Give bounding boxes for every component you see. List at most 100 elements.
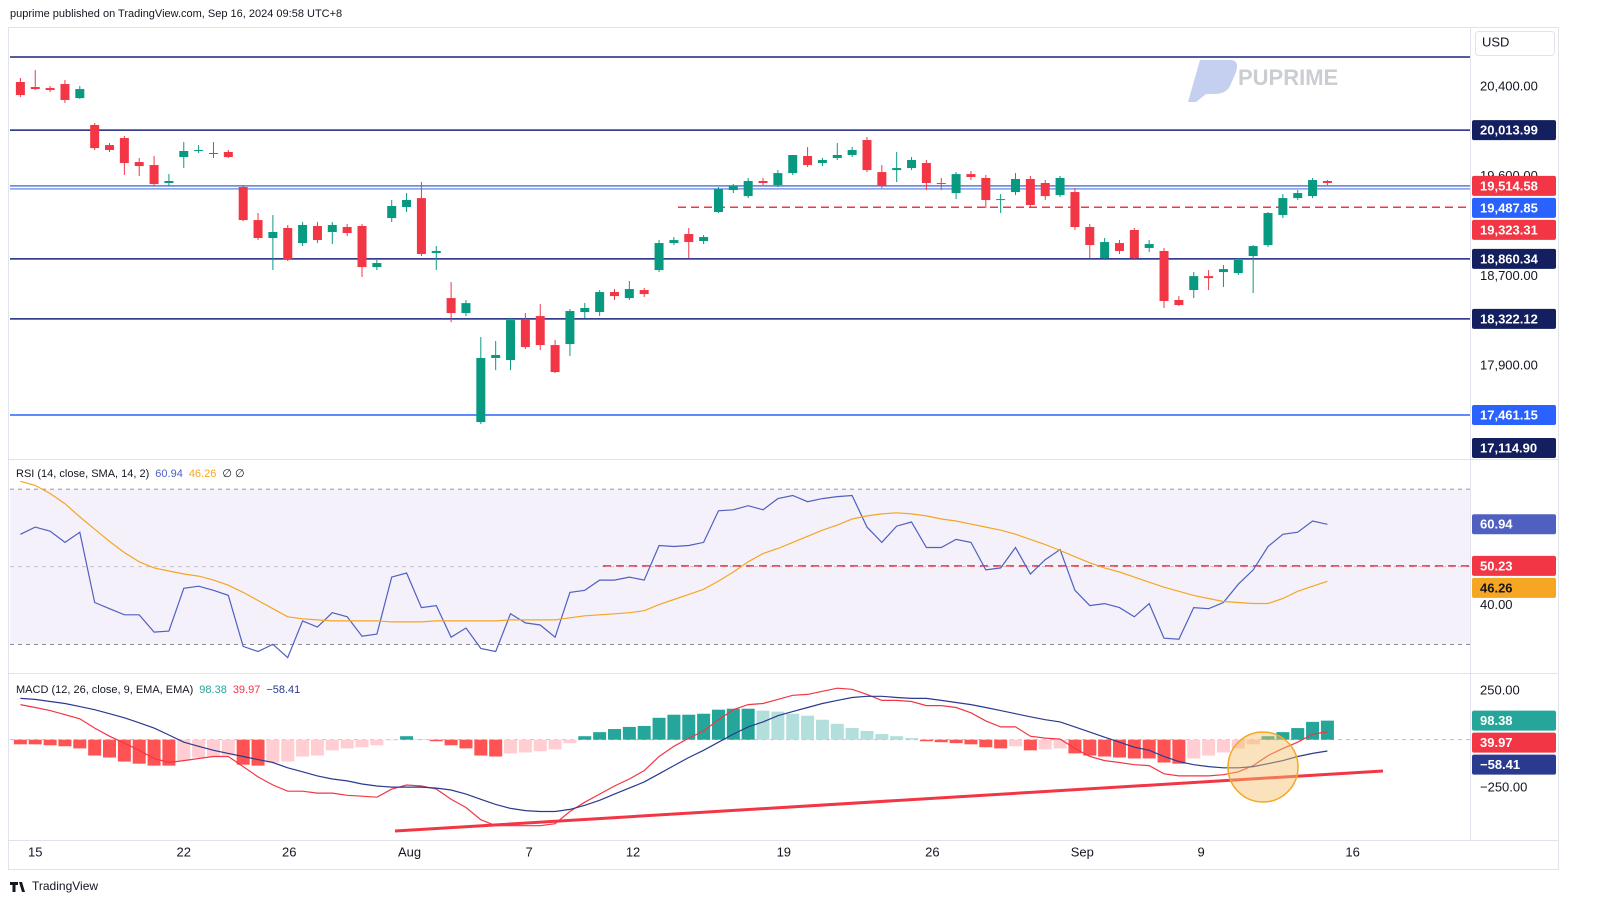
x-tick-label: 22 <box>177 844 191 859</box>
histogram-bar <box>147 739 161 766</box>
price-label: −58.41 <box>1480 757 1520 772</box>
legend-text: 39.97 <box>233 684 261 696</box>
histogram-bar <box>593 732 607 740</box>
histogram-bar <box>934 739 948 743</box>
histogram-bar <box>533 739 547 752</box>
histogram-bar <box>1291 728 1305 740</box>
candle-body <box>372 263 382 268</box>
price-labels: 20,013.99 19,514.58 19,487.85 19,323.31 18,8… <box>1472 120 1556 775</box>
candle-body <box>654 243 664 271</box>
candle-body <box>966 174 976 177</box>
candle-body <box>1218 269 1228 273</box>
candle-body <box>1278 198 1288 216</box>
candle-body <box>476 358 486 423</box>
candle-body <box>342 226 352 234</box>
histogram-bar <box>1142 739 1156 759</box>
y-tick-label: 20,400.00 <box>1480 78 1538 93</box>
x-tick-label: 15 <box>28 844 42 859</box>
candle-body <box>312 225 322 241</box>
legend-text: 60.94 <box>155 468 183 480</box>
candle-body <box>520 319 530 348</box>
histogram-bar <box>28 739 42 745</box>
candle-body <box>402 199 412 208</box>
candle-body <box>1011 178 1021 193</box>
histogram-bar <box>890 736 904 740</box>
price-label: 18,322.12 <box>1480 311 1538 326</box>
candle-body <box>1308 180 1318 197</box>
histogram-bar <box>741 708 755 740</box>
currency: USD <box>1482 34 1509 49</box>
price-label: 19,514.58 <box>1480 178 1538 193</box>
histogram-bar <box>325 739 339 751</box>
histogram-bar <box>251 739 265 766</box>
x-tick-label: 16 <box>1345 844 1359 859</box>
candle-body <box>134 162 144 167</box>
candle-body <box>208 152 218 154</box>
price-label-bg <box>1472 175 1556 196</box>
candle-body <box>105 145 115 150</box>
x-tick-label: 19 <box>777 844 791 859</box>
histogram-bar <box>994 739 1008 749</box>
candle-body <box>728 186 738 191</box>
legend-text: 98.38 <box>199 684 227 696</box>
histogram-bar <box>385 739 399 741</box>
histogram-bar <box>310 739 324 756</box>
candle-body <box>921 163 931 184</box>
candle-body <box>60 84 70 100</box>
x-tick-label: 7 <box>525 844 532 859</box>
y-tick-label: 17,900.00 <box>1480 357 1538 372</box>
candle-body <box>550 345 560 373</box>
histogram-bar <box>73 739 87 749</box>
candle-body <box>788 155 798 174</box>
candle-body <box>773 173 783 186</box>
candle-body <box>1144 244 1154 248</box>
histogram-bar <box>355 739 369 748</box>
footer-text: TradingView <box>32 879 98 893</box>
rsi-pane: 40.00 RSI (14, close, SMA, 14, 2) 60.94 46.… <box>10 468 1513 659</box>
candle-body <box>327 224 337 233</box>
candle-body <box>149 165 159 185</box>
histogram-bar <box>459 739 473 749</box>
histogram-bar <box>132 739 146 764</box>
price-label-bg <box>1472 754 1556 775</box>
price-label: 98.38 <box>1480 713 1513 728</box>
histogram-bar <box>221 739 235 756</box>
histogram-bar <box>1172 739 1186 764</box>
price-label: 17,114.90 <box>1480 440 1537 455</box>
legend-text: 46.26 <box>189 468 217 480</box>
candle-body <box>194 149 204 151</box>
indicator-line <box>20 695 1328 813</box>
legend-text: −58.41 <box>266 684 300 696</box>
candle-body <box>1100 242 1110 259</box>
candle-body <box>639 290 649 295</box>
candle-body <box>743 181 753 197</box>
candle-body <box>981 177 991 200</box>
price-label: 50.23 <box>1480 558 1513 573</box>
histogram-bar <box>296 739 310 757</box>
histogram-bar <box>622 726 636 740</box>
histogram-bar <box>905 738 919 740</box>
histogram-bar <box>771 711 785 740</box>
price-label: 46.26 <box>1480 580 1513 595</box>
candle-body <box>253 220 263 239</box>
x-tick-label: 9 <box>1198 844 1205 859</box>
candle-body <box>907 160 917 169</box>
histogram-bar <box>919 739 933 742</box>
candle-body <box>164 181 174 184</box>
histogram-bar <box>979 739 993 748</box>
highlight-circle <box>1227 731 1299 803</box>
histogram-bar <box>1320 720 1334 740</box>
y-tick-label: 250.00 <box>1480 683 1520 698</box>
candle-body <box>699 237 709 242</box>
histogram-bar <box>548 739 562 750</box>
time-axis: 15 22 26 Aug 7 12 19 26 Sep 9 16 <box>28 844 1360 859</box>
histogram-bar <box>13 739 27 745</box>
histogram-bar <box>756 710 770 740</box>
histogram-bar <box>1038 739 1052 750</box>
candle-body <box>298 224 308 244</box>
trend-line <box>394 769 1384 833</box>
price-label-bg <box>1472 577 1556 598</box>
histogram-bar <box>652 717 666 740</box>
currency-box[interactable] <box>1475 31 1555 56</box>
